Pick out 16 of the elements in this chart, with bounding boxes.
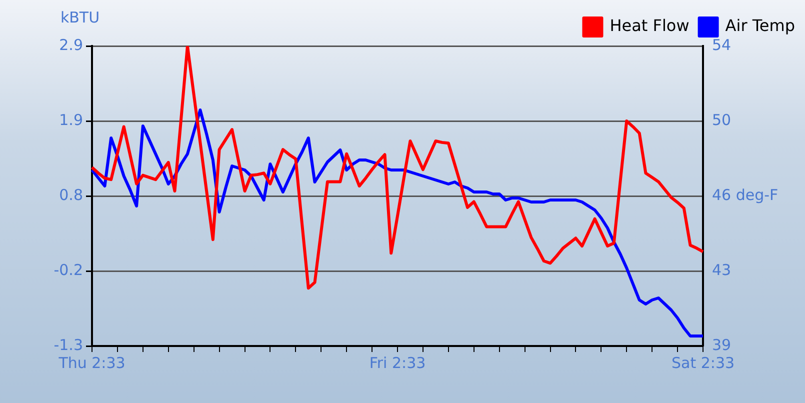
y2-tick-label: 46 deg-F <box>712 186 778 204</box>
y-axis-title: kBTU <box>60 8 100 26</box>
legend-label: Heat Flow <box>610 16 690 36</box>
y-tick-label: -1.3 <box>54 336 83 354</box>
y2-tick-label: 39 <box>712 336 732 354</box>
x-tick-label: Thu 2:33 <box>58 354 126 372</box>
y2-tick-label: 43 <box>712 260 732 279</box>
y-tick-label: 0.8 <box>59 186 83 204</box>
legend-label: Air Temp <box>725 16 796 36</box>
y2-tick-label: 54 <box>712 36 732 54</box>
y-tick-label: 2.9 <box>59 36 83 54</box>
y-tick-label: 1.9 <box>59 110 83 129</box>
x-tick-label: Fri 2:33 <box>369 354 426 372</box>
x-tick-label: Sat 2:33 <box>671 354 735 372</box>
y-tick-label: -0.2 <box>54 260 83 279</box>
y2-tick-label: 50 <box>712 110 732 129</box>
